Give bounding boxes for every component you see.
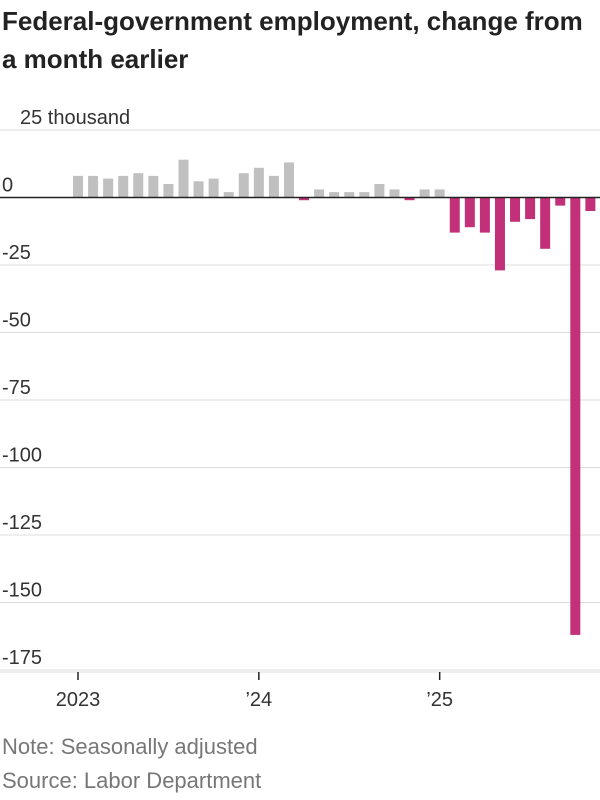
bar [555, 197, 566, 206]
chart-title: Federal-government employment, change fr… [2, 6, 583, 74]
bar [479, 197, 490, 233]
bar [133, 173, 144, 198]
bar [464, 197, 475, 228]
y-tick-label: -125 [2, 512, 42, 534]
x-tick-label: 2023 [56, 689, 101, 711]
bar [178, 159, 189, 198]
bar [585, 197, 596, 211]
bar [404, 197, 415, 201]
bar [314, 189, 325, 198]
bar [283, 162, 294, 198]
bar [148, 175, 159, 198]
bar [163, 184, 174, 198]
y-tick-label: 0 [2, 175, 13, 197]
bar [208, 178, 219, 198]
bar [238, 173, 249, 198]
bar [118, 175, 129, 198]
bar [374, 184, 385, 198]
bar [268, 175, 279, 198]
bar [510, 197, 521, 222]
bar [299, 197, 310, 201]
bar [570, 197, 581, 635]
bar [389, 189, 400, 198]
bar [419, 189, 430, 198]
bar-chart: 25 thousand 0 -25 -50 -75 -100 -125 -150 -175 202… [0, 107, 600, 711]
bar [329, 192, 340, 198]
bar [344, 192, 355, 198]
bar [449, 197, 460, 233]
bar [540, 197, 551, 249]
chart-source: Source: Labor Department [2, 768, 262, 793]
x-tick-label: ’24 [245, 689, 272, 711]
y-tick-label: -75 [2, 377, 31, 399]
bar [73, 175, 83, 198]
bar [494, 197, 505, 271]
bar [103, 178, 114, 198]
y-tick-label: -150 [2, 580, 42, 602]
y-tick-label: -175 [2, 647, 42, 669]
y-tick-label: -50 [2, 310, 31, 332]
x-tick-label: ’25 [426, 689, 453, 711]
bar [434, 189, 445, 198]
y-tick-label: -100 [2, 445, 42, 467]
bar [88, 175, 99, 198]
bar [193, 181, 204, 198]
y-tick-label: -25 [2, 242, 31, 264]
bar [525, 197, 536, 220]
chart-note: Note: Seasonally adjusted [2, 734, 258, 759]
y-tick-label: 25 thousand [20, 107, 130, 129]
bar [223, 192, 234, 198]
bar [253, 167, 264, 198]
bar [359, 192, 370, 198]
